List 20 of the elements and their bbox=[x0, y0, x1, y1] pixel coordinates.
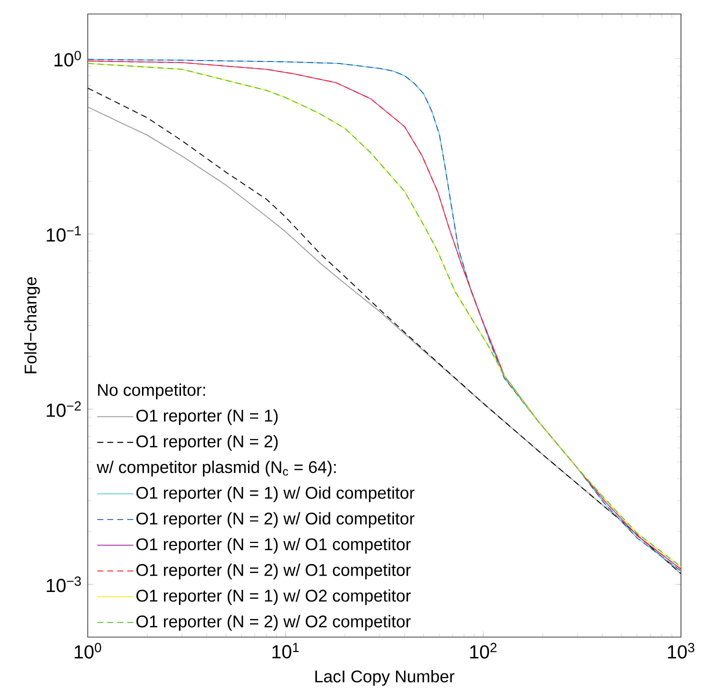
x-axis-title: LacI Copy Number bbox=[315, 670, 454, 686]
y-axis-title: Fold−change bbox=[24, 277, 40, 374]
y-tick-label: 10$^{−2}$ bbox=[46, 401, 81, 417]
annotation: w/ competitor plasmid (N$_{c}$ = 64): bbox=[96, 460, 336, 476]
legend-label: O1 reporter (N = 1) w/ O1 competitor bbox=[136, 538, 411, 554]
x-tick-label: 10$^{3}$ bbox=[668, 642, 694, 659]
y-tick-label: 10$^{−1}$ bbox=[46, 226, 81, 242]
y-tick-label: 10$^{0}$ bbox=[54, 50, 81, 67]
legend-label: O1 reporter (N = 2) w/ O1 competitor bbox=[136, 564, 411, 580]
y-tick-label: 10$^{−3}$ bbox=[46, 576, 81, 592]
legend-label: O1 reporter (N = 2) w/ Oid competitor bbox=[136, 512, 414, 528]
legend-label: O1 reporter (N = 1) bbox=[136, 409, 278, 426]
legend-label: O1 reporter (N = 1) w/ O2 competitor bbox=[136, 589, 411, 606]
legend-title: No competitor: bbox=[98, 384, 205, 400]
legend-label: O1 reporter (N = 2) w/ O2 competitor bbox=[136, 615, 411, 631]
legend-label: O1 reporter (N = 2) bbox=[136, 435, 278, 451]
legend-label: O1 reporter (N = 1) w/ Oid competitor bbox=[136, 486, 414, 502]
x-tick-label: 10$^{0}$ bbox=[74, 642, 102, 659]
x-tick-label: 10$^{2}$ bbox=[470, 642, 496, 659]
x-tick-label: 10$^{1}$ bbox=[272, 642, 299, 658]
